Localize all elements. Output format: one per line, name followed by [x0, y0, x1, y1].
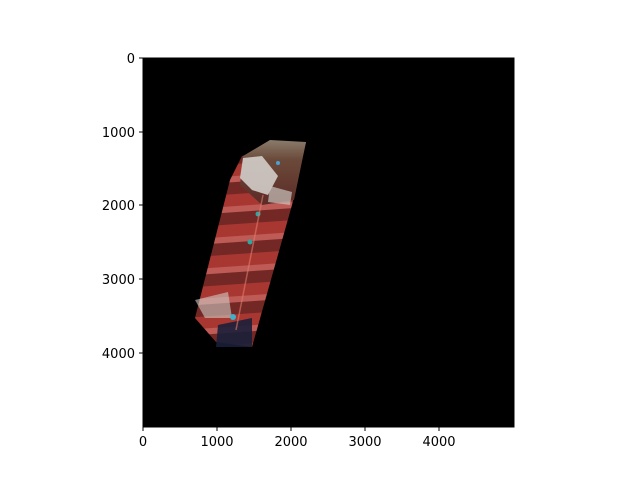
swath-seam: [235, 194, 264, 331]
image-plot: [142, 57, 515, 428]
lake-marker-2: [247, 239, 253, 245]
x-tick-label-4: 4000: [422, 435, 455, 450]
x-tick-label-2: 2000: [274, 435, 307, 450]
image-background: [143, 58, 514, 427]
plot-frame: [142, 57, 515, 428]
x-axis: 0 1000 2000 3000 4000: [139, 427, 456, 450]
x-tick-label-1: 1000: [200, 435, 233, 450]
x-tick-label-0: 0: [139, 435, 147, 450]
snow-patch-1: [240, 156, 278, 195]
snow-patch-3: [195, 292, 232, 318]
y-tick-label-3: 3000: [102, 273, 135, 288]
lake-marker-3: [230, 314, 236, 320]
y-tick-label-1: 1000: [102, 126, 135, 141]
y-tick-label-0: 0: [127, 52, 135, 67]
satellite-swath: [195, 140, 306, 347]
y-axis: 0 1000 2000 3000 4000: [102, 52, 143, 362]
snow-patch-2: [268, 186, 292, 205]
y-tick-label-4: 4000: [102, 347, 135, 362]
swath-bottom: [216, 318, 252, 347]
y-tick-label-2: 2000: [102, 199, 135, 214]
lake-marker-4: [276, 161, 280, 165]
x-tick-label-3: 3000: [348, 435, 381, 450]
